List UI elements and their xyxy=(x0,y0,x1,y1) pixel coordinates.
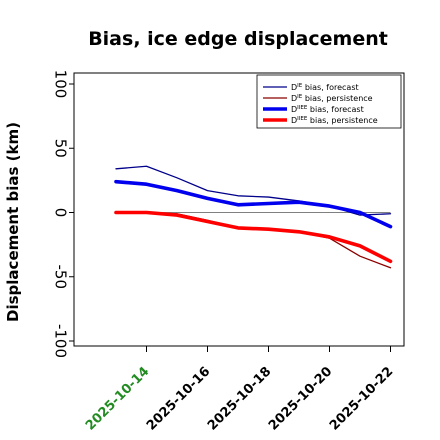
y-axis-label: Displacement bias (km) xyxy=(4,122,22,322)
x-tick-label: 2025-10-22 xyxy=(327,364,396,433)
series-line-3 xyxy=(114,210,393,264)
x-tick-label: 2025-10-18 xyxy=(205,364,274,433)
x-tick-label: 2025-10-20 xyxy=(266,364,335,433)
y-tick-label: 50 xyxy=(52,139,70,158)
legend: DIE bias, forecast DIE bias, persistence D… xyxy=(256,74,402,129)
legend-label-1: DIE bias, persistence xyxy=(291,94,373,103)
series-line-0 xyxy=(115,165,392,216)
y-tick-label: 0 xyxy=(52,208,70,218)
legend-label-0: DIE bias, forecast xyxy=(291,83,359,92)
y-axis-ticks: -100 -50 0 50 100 xyxy=(52,70,74,358)
series-lines xyxy=(114,165,393,269)
legend-label-3: DIIEE bias, persistence xyxy=(291,116,378,125)
x-axis-ticks: 2025-10-142025-10-162025-10-182025-10-20… xyxy=(83,346,396,434)
x-tick-label: 2025-10-14 xyxy=(83,364,152,433)
y-tick-label: -50 xyxy=(52,265,70,290)
plot-frame xyxy=(73,72,405,347)
y-tick-label: -100 xyxy=(52,324,70,358)
series-line-1 xyxy=(115,211,392,269)
series-line-2 xyxy=(114,179,393,229)
legend-label-2: DIIEE bias, forecast xyxy=(291,105,364,114)
chart-title: Bias, ice edge displacement xyxy=(88,28,388,50)
y-tick-label: 100 xyxy=(52,70,70,99)
x-tick-label: 2025-10-16 xyxy=(144,364,213,433)
